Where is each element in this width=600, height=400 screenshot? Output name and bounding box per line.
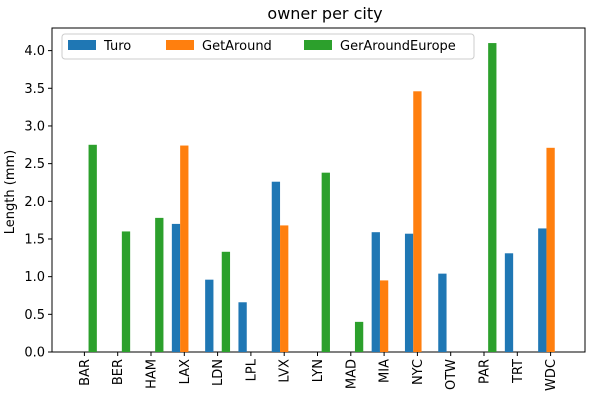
y-axis-label: Length (mm)	[3, 150, 18, 234]
bar-getaround-wdc	[546, 147, 555, 352]
plot-area	[51, 27, 586, 353]
x-tick-label: MAD	[344, 359, 359, 389]
legend-label-getaround: GetAround	[202, 39, 272, 54]
bar-getaround-lax	[180, 145, 189, 352]
x-tick-label: TRT	[511, 359, 526, 384]
x-tick-label: MIA	[378, 359, 393, 383]
x-tick-label: LAX	[178, 359, 193, 384]
x-tick-label: BER	[111, 359, 126, 385]
bar-turo-nyc	[404, 233, 414, 352]
x-tick-label: OTW	[444, 359, 459, 390]
x-axis: BAR BER HAM LAX LDN LPL LVX LYN MAD MIA NYC OTW PAR T…	[78, 352, 559, 391]
x-tick-label: LYN	[311, 359, 326, 382]
x-tick-label: PAR	[478, 359, 493, 384]
bar-getaround-mia	[379, 280, 389, 352]
legend-label-turo: Turo	[103, 39, 131, 54]
bar-turo-otw	[438, 273, 447, 352]
bar-geraroundeurope-bar	[88, 144, 97, 352]
bar-getaround-nyc	[413, 91, 422, 352]
bars	[88, 43, 555, 353]
bar-geraroundeurope-ber	[121, 231, 131, 352]
y-tick-label: 1.0	[24, 270, 45, 285]
bar-turo-mia	[371, 232, 380, 352]
bar-geraroundeurope-ldn	[221, 251, 231, 352]
y-tick-label: 1.5	[24, 232, 45, 247]
x-tick-label: HAM	[145, 359, 160, 389]
y-tick-label: 4.0	[24, 44, 45, 59]
y-tick-label: 0.5	[24, 308, 45, 323]
x-tick-label: LVX	[278, 359, 293, 383]
y-tick-label: 2.5	[24, 157, 45, 172]
y-axis: 0.0 0.5 1.0 1.5 2.0 2.5 3.0 3.5 4.0	[24, 44, 52, 361]
bar-turo-trt	[504, 253, 514, 352]
legend-swatch-getaround	[166, 40, 194, 50]
bar-turo-lax	[171, 223, 181, 352]
bar-turo-ldn	[205, 279, 214, 352]
bar-turo-wdc	[538, 228, 547, 352]
x-tick-label: NYC	[411, 359, 426, 385]
bar-geraroundeurope-par	[488, 43, 497, 353]
x-tick-label: WDC	[544, 359, 559, 391]
bar-geraroundeurope-lyn	[321, 172, 330, 352]
bar-turo-lpl	[238, 302, 247, 352]
bar-geraroundeurope-ham	[155, 217, 164, 352]
x-tick-label: BAR	[78, 359, 93, 386]
x-tick-label: LPL	[244, 358, 259, 381]
y-tick-label: 0.0	[24, 346, 45, 361]
legend-swatch-geraroundeurope	[304, 40, 332, 50]
y-tick-label: 2.0	[24, 195, 45, 210]
plot-frame	[51, 27, 586, 353]
chart-title: owner per city	[267, 4, 382, 23]
bar-getaround-lvx	[280, 225, 289, 352]
bar-geraroundeurope-mad	[354, 321, 364, 352]
legend: Turo GetAround GerAroundEurope	[61, 33, 475, 60]
legend-box	[61, 33, 475, 60]
y-tick-label: 3.5	[24, 82, 45, 97]
bar-turo-lvx	[271, 181, 281, 352]
x-tick-label: LDN	[211, 359, 226, 386]
legend-label-geraroundeurope: GerAroundEurope	[340, 39, 456, 54]
y-tick-label: 3.0	[24, 119, 45, 134]
legend-swatch-turo	[68, 40, 96, 50]
